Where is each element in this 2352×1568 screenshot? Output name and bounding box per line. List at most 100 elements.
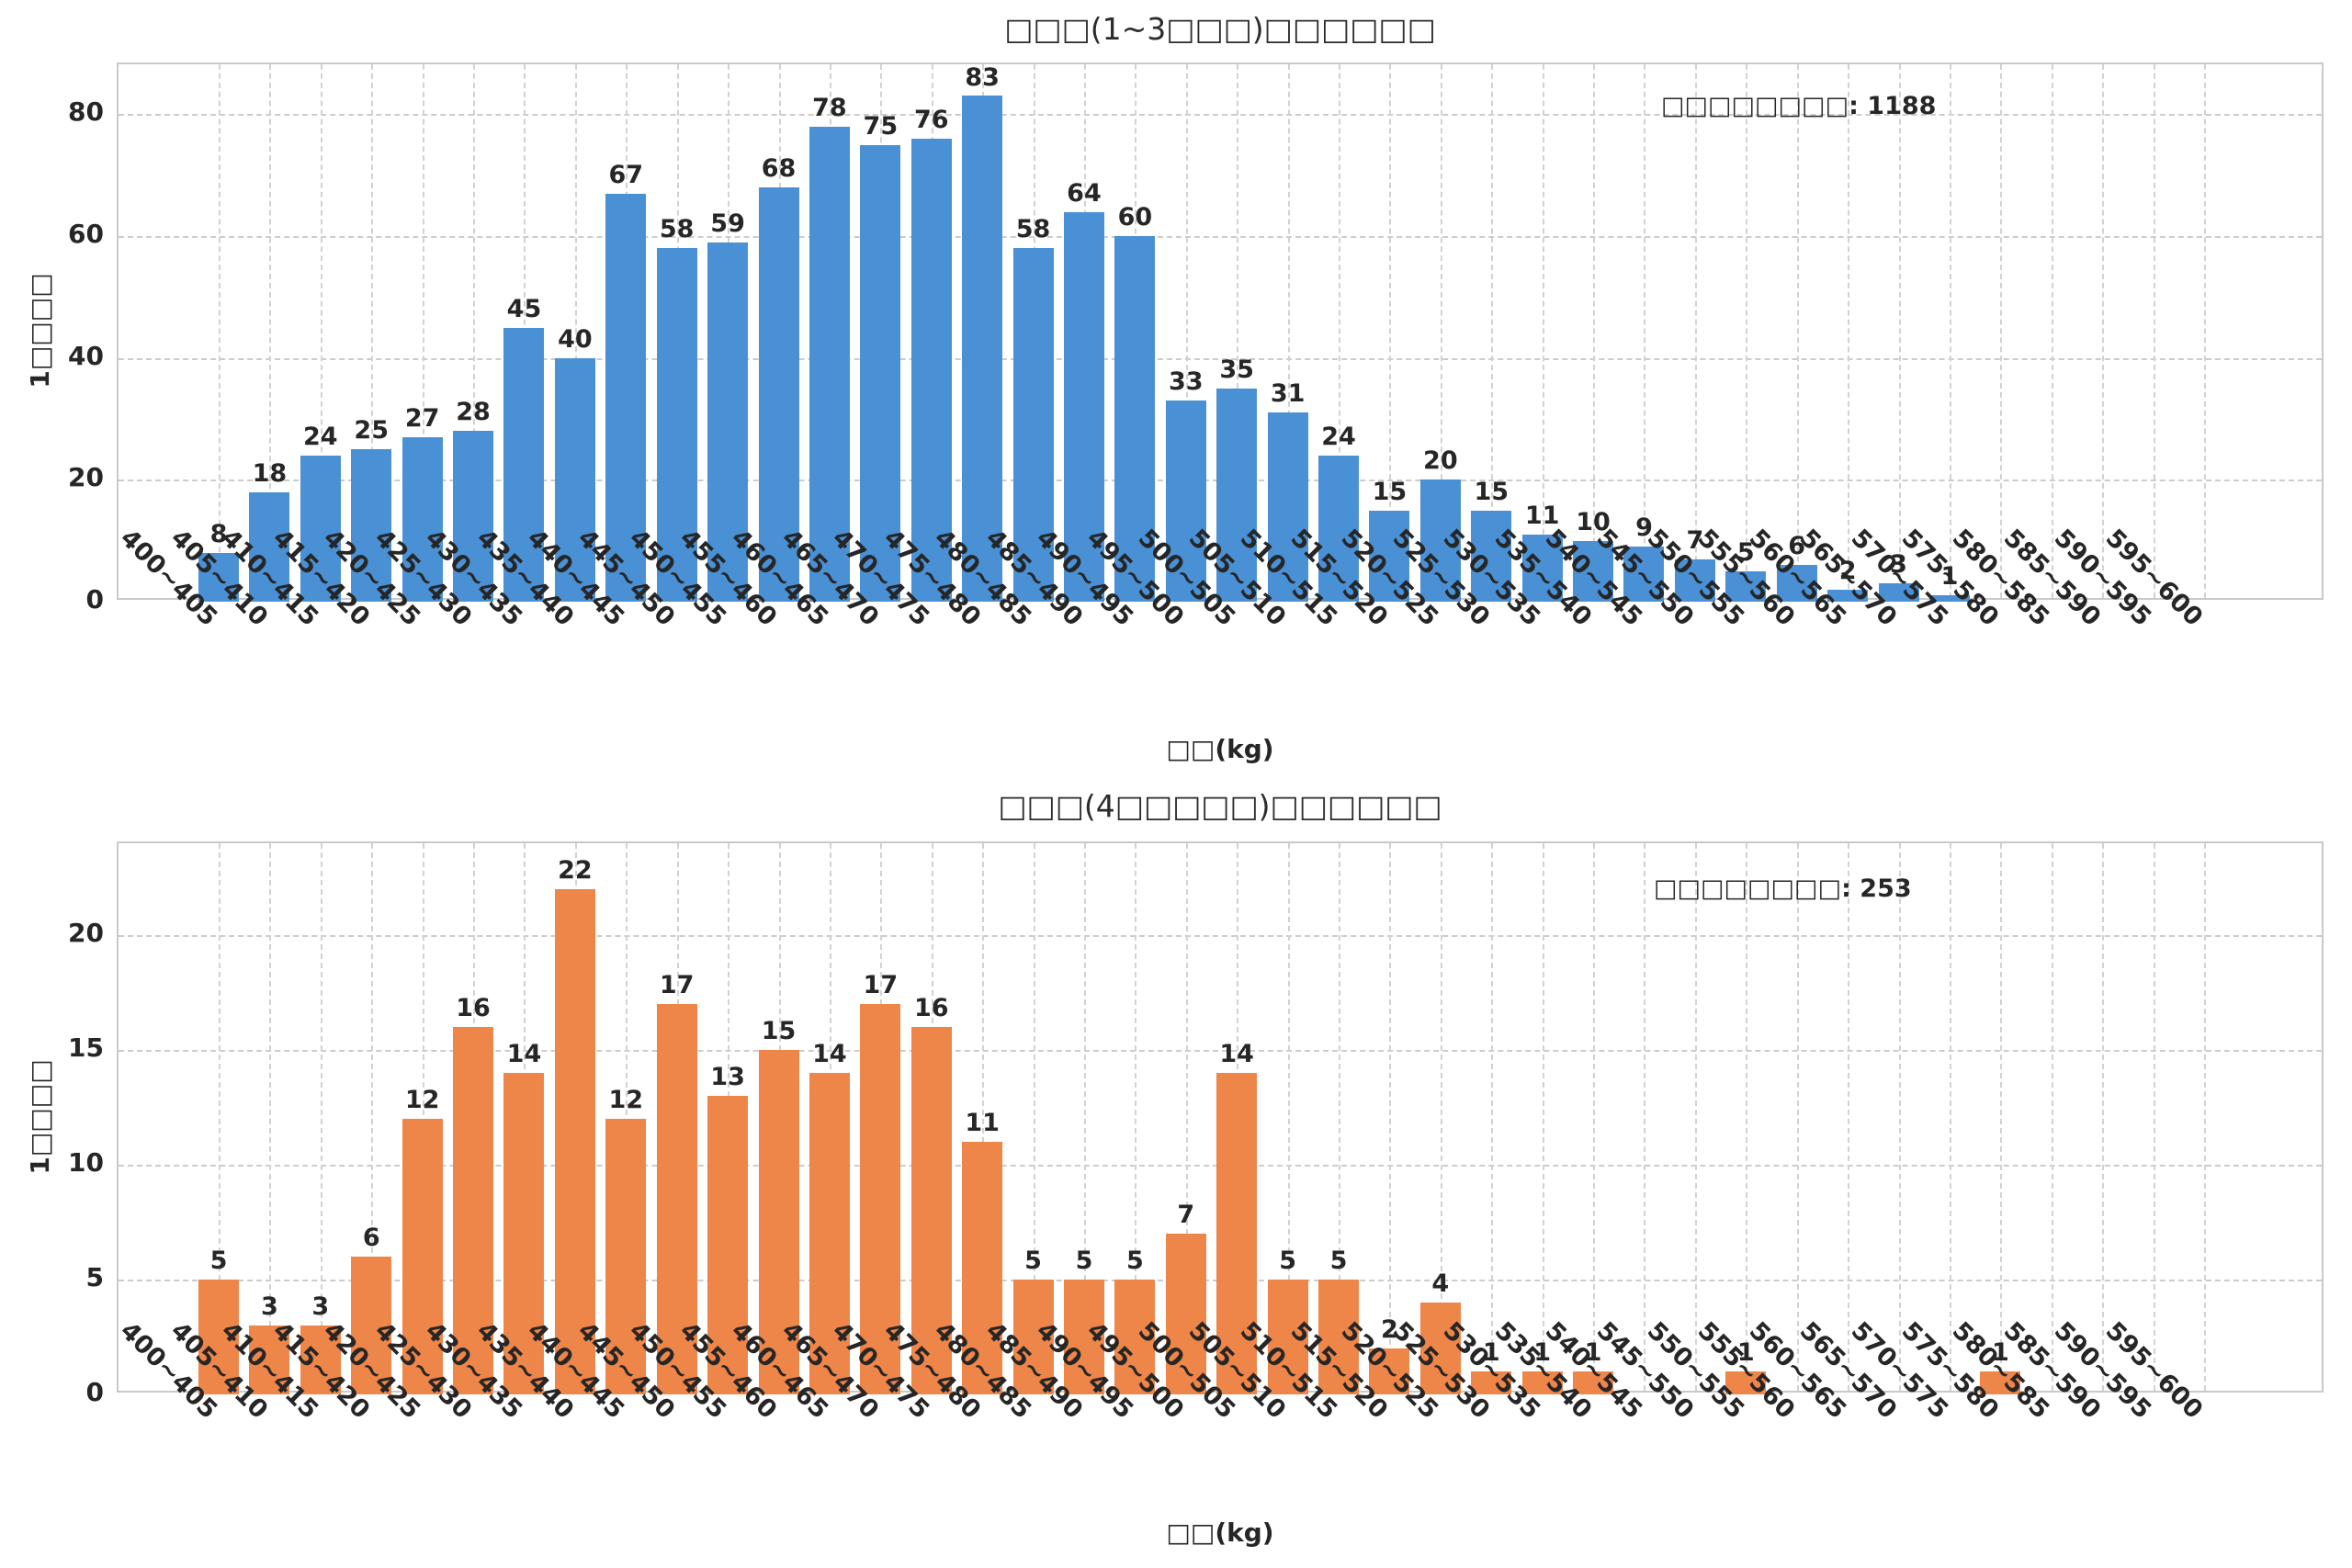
bar-value-label: 68 [761,153,797,183]
bar-value-label: 15 [1474,477,1510,506]
horizontal-gridline [119,357,2322,360]
bar-value-label: 9 [1635,513,1653,543]
bar [401,436,443,602]
bar [1725,570,1767,602]
vertical-gridline [269,843,272,1391]
bar [249,1325,290,1394]
y-tick-label: 5 [85,1262,104,1292]
vertical-gridline [320,843,322,1391]
bar-value-label: 31 [1270,379,1306,409]
bar [860,144,901,602]
bar [1419,479,1461,602]
vertical-gridline [219,64,220,598]
y-tick-label: 0 [85,1377,104,1407]
bar [1471,510,1512,602]
bar-value-label: 8 [209,519,228,548]
bar [1318,1280,1360,1394]
bar [910,1027,952,1394]
vertical-gridline [422,843,424,1391]
chart-bottom-x-axis-label: □□(kg) [1166,1517,1274,1548]
bar [453,1027,494,1394]
chart-bottom-sample-count-annotation: □□□□□□□□: 253 [1654,874,1912,903]
bar [656,248,697,602]
bar-value-label: 58 [659,215,695,244]
y-tick-label: 20 [68,918,104,948]
bar [300,455,341,602]
chart-top-x-axis-label: □□(kg) [1166,734,1274,764]
vertical-gridline [1287,64,1290,598]
bar-value-label: 20 [1423,446,1458,476]
bar [1012,1280,1054,1394]
vertical-gridline [1949,843,1951,1391]
bar [1776,565,1817,602]
bar [1216,388,1258,602]
bar-value-label: 15 [761,1017,797,1045]
bar [605,1119,647,1394]
bar [554,357,595,602]
bar-value-label: 1 [1736,1338,1755,1367]
chart-top-sample-count-annotation: □□□□□□□□: 1188 [1661,92,1937,120]
bar-value-label: 5 [1024,1247,1042,1275]
vertical-gridline [1185,843,1188,1391]
vertical-gridline [1644,64,1646,598]
bar [1165,1234,1206,1394]
bar-value-label: 25 [354,416,389,446]
horizontal-gridline [119,935,2322,937]
vertical-gridline [1135,843,1137,1391]
bar [605,193,647,602]
bar-value-label: 7 [1686,525,1704,555]
bar [1521,535,1563,602]
y-tick-label: 60 [68,219,104,250]
bar [758,1050,799,1394]
bar-value-label: 24 [1321,422,1356,451]
bar [1063,1280,1104,1394]
vertical-gridline [320,64,322,598]
vertical-gridline [2051,64,2053,598]
vertical-gridline [1593,843,1596,1391]
bar-value-label: 4 [1431,1269,1450,1298]
bar-value-label: 27 [404,403,440,433]
chart-top-plot-area: 8 18 24 25 27 28 45 40 67 58 59 68 78 75 76 83 58 64 60 33 3… [117,62,2324,602]
chart-bottom-title: □□□(4□□□□□)□□□□□□ [998,788,1442,824]
bar-value-label: 5 [1279,1247,1296,1275]
vertical-gridline [1389,64,1392,598]
vertical-gridline [1644,843,1646,1391]
bar-value-label: 14 [812,1040,847,1068]
bar-value-label: 6 [1788,532,1806,561]
bar-value-label: 14 [1219,1040,1254,1068]
vertical-gridline [2102,843,2105,1391]
bar-value-label: 10 [1576,507,1611,536]
bar [1573,1371,1614,1394]
bar-value-label: 16 [456,994,491,1022]
bar-value-label: 5 [1736,537,1755,567]
vertical-gridline [219,843,220,1391]
bar-value-label: 75 [863,111,899,141]
bar-value-label: 33 [1168,367,1204,397]
vertical-gridline [2203,843,2206,1391]
y-tick-label: 40 [68,340,104,371]
bar [707,1096,749,1394]
bar-value-label: 14 [506,1040,542,1068]
horizontal-gridline [119,1050,2322,1052]
bar-value-label: 1 [1991,1338,2009,1367]
vertical-gridline [371,843,374,1391]
vertical-gridline [1796,64,1799,598]
bar-value-label: 76 [913,105,949,134]
y-tick-label: 20 [68,462,104,493]
vertical-gridline [1542,843,1544,1391]
vertical-gridline [1848,64,1850,598]
bar [1878,583,1919,602]
bar-value-label: 24 [303,422,338,451]
vertical-gridline [1389,843,1392,1391]
vertical-gridline [2051,843,2053,1391]
bar [1725,1371,1767,1394]
vertical-gridline [1033,843,1035,1391]
vertical-gridline [1287,843,1290,1391]
bar [1165,400,1206,602]
bar [300,1325,341,1394]
bar-value-label: 1 [1584,1338,1602,1367]
bar [453,431,494,602]
bar [1063,211,1104,602]
bar [808,126,850,602]
